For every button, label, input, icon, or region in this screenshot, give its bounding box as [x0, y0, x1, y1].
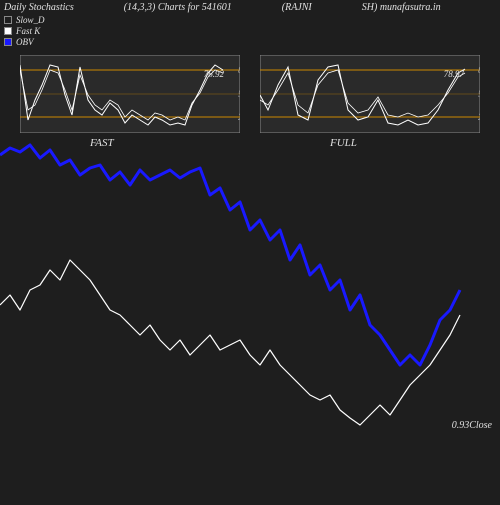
svg-text:80: 80	[478, 65, 480, 75]
legend-swatch-obv	[4, 38, 12, 46]
svg-text:20: 20	[238, 112, 240, 122]
mini-chart-fast: 805020 76.92 FAST	[20, 55, 240, 133]
svg-text:50: 50	[478, 89, 480, 99]
legend-item-obv: OBV	[4, 37, 45, 47]
main-chart-svg	[0, 140, 500, 500]
legend-item-slow-d: Slow_D	[4, 15, 45, 25]
legend: Slow_D Fast K OBV	[4, 15, 45, 48]
mini-chart-full-value: 78.97	[444, 69, 464, 79]
header-symbol: (RAJNI	[282, 2, 312, 13]
mini-chart-full-svg: 80 50 20	[260, 55, 480, 133]
svg-text:20: 20	[478, 112, 480, 122]
mini-charts-row: 805020 76.92 FAST 805020 78.97 FULL	[0, 15, 500, 133]
legend-label-slow-d: Slow_D	[16, 15, 45, 25]
close-label: 0.93Close	[452, 420, 492, 431]
header: Daily Stochastics (14,3,3) Charts for 54…	[0, 0, 500, 15]
main-chart: 0.93Close	[0, 140, 500, 500]
legend-item-fast-k: Fast K	[4, 26, 45, 36]
mini-chart-fast-value: 76.92	[204, 69, 224, 79]
legend-label-obv: OBV	[16, 37, 34, 47]
svg-text:80: 80	[238, 65, 240, 75]
header-title: Daily Stochastics	[4, 2, 74, 13]
mini-chart-fast-svg: 80 50 20	[20, 55, 240, 133]
svg-text:50: 50	[238, 89, 240, 99]
legend-label-fast-k: Fast K	[16, 26, 40, 36]
header-params: (14,3,3) Charts for 541601	[124, 2, 232, 13]
legend-swatch-fast-k	[4, 27, 12, 35]
header-site: SH) munafasutra.in	[362, 2, 441, 13]
mini-chart-full: 805020 78.97 FULL	[260, 55, 480, 133]
legend-swatch-slow-d	[4, 16, 12, 24]
